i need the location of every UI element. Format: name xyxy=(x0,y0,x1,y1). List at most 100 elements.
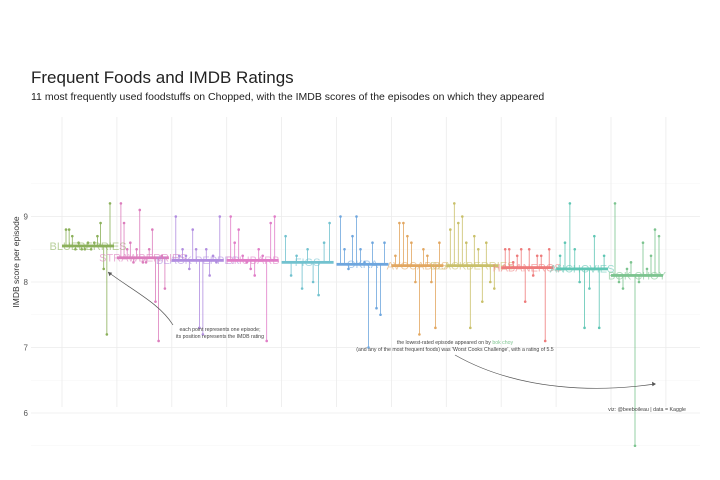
food-mean-bar xyxy=(446,264,499,268)
episode-point xyxy=(637,280,641,284)
episode-point xyxy=(157,339,160,343)
episode-point xyxy=(174,215,178,218)
episode-point xyxy=(359,247,362,251)
grid-lines xyxy=(31,117,700,447)
episode-point xyxy=(119,202,123,205)
episode-point xyxy=(343,247,346,251)
episode-point xyxy=(204,247,208,251)
episode-point xyxy=(311,280,315,284)
annotation-arrowhead-1 xyxy=(108,272,113,277)
episode-point xyxy=(367,346,370,349)
episode-point xyxy=(394,254,397,258)
food-mean-bar xyxy=(281,260,334,264)
episode-point xyxy=(543,339,547,343)
episode-point xyxy=(465,241,468,244)
episode-point xyxy=(284,234,287,238)
episode-point xyxy=(306,247,309,251)
episode-point xyxy=(77,241,80,244)
episode-point xyxy=(621,287,625,290)
episode-point xyxy=(593,234,596,238)
food-group-habaneros: HABANEROS xyxy=(493,247,562,343)
y-tick-label: 6 xyxy=(24,409,29,418)
food-mean-bar xyxy=(116,256,169,260)
food-group-anchovies: ANCHOVIES xyxy=(550,202,614,330)
episode-point xyxy=(289,274,293,277)
annotation-2-line-2: (and any of the most frequent foods) was… xyxy=(356,347,553,353)
episode-point xyxy=(241,254,244,258)
episode-point xyxy=(257,247,261,251)
episode-point xyxy=(402,221,405,225)
annotation-arrow-1 xyxy=(107,271,174,326)
episode-point xyxy=(507,247,511,251)
episode-point xyxy=(422,247,425,251)
episode-point xyxy=(503,247,507,251)
episode-point xyxy=(629,261,633,264)
episode-point xyxy=(347,267,350,271)
episode-point xyxy=(583,326,586,330)
episode-point xyxy=(406,234,409,238)
episode-point xyxy=(351,234,354,238)
episode-point xyxy=(653,228,657,231)
annotation-1-line-1: each point represents one episode; xyxy=(179,327,260,333)
food-mean-bar xyxy=(62,244,114,248)
episode-point xyxy=(649,254,653,258)
episode-point xyxy=(625,267,629,271)
episode-point xyxy=(602,254,606,258)
episode-point xyxy=(339,215,342,218)
episode-point xyxy=(563,241,567,244)
episode-point xyxy=(125,247,129,251)
food-group-bok-choy: BOK CHOY xyxy=(608,202,667,448)
episode-point xyxy=(578,280,581,284)
episode-point xyxy=(568,202,572,205)
plot-marks: BLUEBERRIESSTRAWBERRIESBLACK PEPPERRHUBA… xyxy=(49,202,667,448)
episode-point xyxy=(645,267,649,271)
food-group-okra: OKRA xyxy=(336,215,389,349)
episode-point xyxy=(657,234,661,238)
episode-point xyxy=(191,228,195,231)
episode-point xyxy=(122,221,126,225)
episode-point xyxy=(141,261,145,264)
episode-point xyxy=(154,300,157,303)
chart-caption: viz: @beeboileau | data = Kaggle xyxy=(608,407,686,413)
annotations: each point represents one episode; its p… xyxy=(107,271,656,389)
episode-point xyxy=(300,287,304,290)
episode-point xyxy=(398,221,401,225)
episode-point xyxy=(461,215,464,218)
episode-point xyxy=(86,241,90,244)
episode-point xyxy=(83,247,87,251)
episode-point xyxy=(375,306,378,310)
episode-point xyxy=(457,221,460,225)
annotation-2-text: the lowest-rated episode appeared on by xyxy=(397,340,492,346)
episode-point xyxy=(535,254,539,258)
episode-point xyxy=(218,215,222,218)
episode-point xyxy=(328,221,331,225)
episode-point xyxy=(108,202,112,205)
episode-point xyxy=(261,254,265,258)
episode-point xyxy=(597,326,601,330)
episode-point xyxy=(67,228,71,231)
y-tick-label: 9 xyxy=(24,213,29,222)
episode-point xyxy=(198,326,201,330)
episode-point xyxy=(434,326,437,330)
episode-point xyxy=(379,313,382,317)
episode-point xyxy=(194,247,198,251)
episode-point xyxy=(523,300,527,303)
episode-point xyxy=(96,234,99,238)
episode-point xyxy=(295,254,298,258)
episode-point xyxy=(265,339,269,343)
episode-point xyxy=(163,287,167,290)
food-mean-bar xyxy=(226,258,279,262)
annotation-arrowhead-2 xyxy=(652,381,656,387)
y-tick-label: 7 xyxy=(24,344,29,353)
episode-point xyxy=(80,247,84,251)
episode-point xyxy=(129,241,132,244)
episode-point xyxy=(135,247,138,251)
food-mean-bar xyxy=(171,258,224,262)
chart-subtitle: 11 most frequently used foodstuffs on Ch… xyxy=(31,91,544,103)
episode-point xyxy=(449,228,452,231)
chart-title: Frequent Foods and IMDB Ratings xyxy=(31,68,294,87)
episode-point xyxy=(99,221,102,225)
episode-point xyxy=(641,241,645,244)
episode-point xyxy=(489,280,492,284)
